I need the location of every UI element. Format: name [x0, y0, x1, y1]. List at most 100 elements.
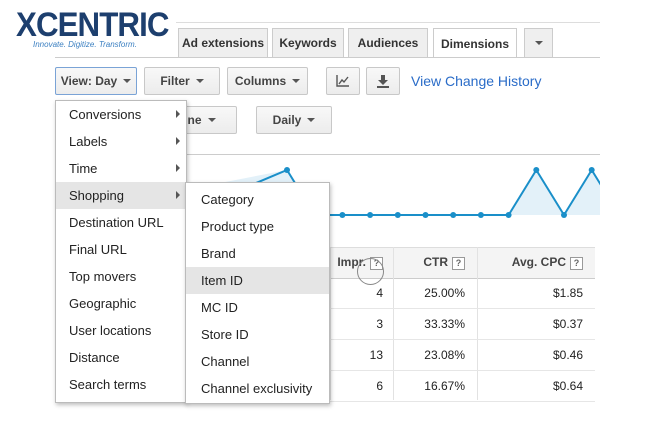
- logo-tagline: Innovate. Digitize. Transform.: [33, 40, 137, 49]
- tab[interactable]: Dimensions: [433, 28, 517, 58]
- shopping-submenu: Category Product type Brand Item ID MC ID Sto…: [185, 182, 330, 404]
- menu-item[interactable]: Final URL: [56, 236, 186, 263]
- columns-button[interactable]: Columns: [227, 67, 308, 95]
- menu-item[interactable]: Destination URL: [56, 209, 186, 236]
- column-divider: [330, 247, 331, 400]
- help-icon[interactable]: ?: [452, 257, 465, 270]
- table-cell: 25.00%: [424, 286, 465, 300]
- submenu-arrow: [176, 110, 180, 118]
- point: [533, 167, 540, 173]
- label: Daily: [272, 113, 302, 127]
- menu-item[interactable]: Search terms: [56, 371, 186, 398]
- view-button[interactable]: View: Day: [55, 67, 137, 95]
- menu-label: Search terms: [69, 377, 147, 392]
- table-cell: 23.08%: [424, 348, 465, 362]
- submenu-arrow: [176, 164, 180, 172]
- menu-item[interactable]: Geographic: [56, 290, 186, 317]
- interval-button[interactable]: Daily: [256, 106, 332, 134]
- column-header[interactable]: CTR?: [393, 255, 465, 270]
- chart-icon: [336, 75, 349, 87]
- menu-label: User locations: [69, 323, 152, 338]
- menu-label: Geographic: [69, 296, 137, 311]
- download-button[interactable]: [366, 67, 400, 95]
- column-divider: [393, 247, 394, 400]
- table-cell: 3: [376, 317, 383, 331]
- table-cell: $0.46: [552, 348, 583, 362]
- point: [284, 167, 290, 173]
- table-cell: 6: [376, 379, 383, 393]
- menu-item[interactable]: Distance: [56, 344, 186, 371]
- table-cell: 16.67%: [424, 379, 465, 393]
- point: [394, 212, 401, 218]
- menu-label: Conversions: [69, 107, 142, 122]
- menu-label: Time: [69, 161, 98, 176]
- download-icon: [377, 74, 389, 88]
- point: [505, 212, 512, 218]
- column-divider: [477, 247, 478, 400]
- table-cell: $0.37: [552, 317, 583, 331]
- table-cell: 4: [376, 286, 383, 300]
- submenu-label: Product type: [201, 219, 274, 234]
- menu-item[interactable]: Conversions: [56, 101, 186, 128]
- tab[interactable]: Ad extensions: [178, 28, 268, 57]
- point: [450, 212, 457, 218]
- menu-item[interactable]: Labels: [56, 128, 186, 155]
- submenu-label: Channel exclusivity: [201, 381, 313, 396]
- menu-item[interactable]: Shopping: [56, 182, 186, 209]
- submenu-label: Channel: [201, 354, 250, 369]
- logo: XCENTRIC Innovate. Digitize. Transform.: [0, 0, 176, 55]
- menu-label: Labels: [69, 134, 108, 149]
- change-history-link[interactable]: View Change History: [411, 73, 542, 89]
- header-label: CTR: [423, 255, 448, 269]
- point: [367, 212, 374, 218]
- help-icon[interactable]: ?: [570, 257, 583, 270]
- point: [588, 167, 595, 173]
- menu-item[interactable]: Time: [56, 155, 186, 182]
- tab[interactable]: Keywords: [272, 28, 344, 57]
- menu-item[interactable]: Top movers: [56, 263, 186, 290]
- table-cell: 33.33%: [424, 317, 465, 331]
- table-cell: $0.64: [552, 379, 583, 393]
- column-header[interactable]: Avg. CPC?: [477, 255, 583, 270]
- submenu-item[interactable]: Item ID: [186, 267, 329, 294]
- submenu-label: MC ID: [201, 300, 238, 315]
- divider: [55, 22, 600, 23]
- submenu-item[interactable]: Channel: [186, 348, 329, 375]
- divider: [55, 154, 600, 155]
- tab[interactable]: Audiences: [348, 28, 428, 57]
- label: Columns: [234, 74, 287, 88]
- submenu-item[interactable]: Store ID: [186, 321, 329, 348]
- submenu-item[interactable]: Product type: [186, 213, 329, 240]
- dimension-menu: Conversions Labels Time Shopping Destination…: [55, 100, 187, 403]
- submenu-label: Store ID: [201, 327, 249, 342]
- point: [616, 212, 622, 218]
- table-cell: 13: [369, 348, 383, 362]
- label: Filter: [160, 74, 190, 88]
- label: View: Day: [60, 74, 118, 88]
- submenu-item[interactable]: MC ID: [186, 294, 329, 321]
- table-cell: $1.85: [552, 286, 583, 300]
- submenu-label: Category: [201, 192, 254, 207]
- cursor: [357, 258, 384, 285]
- header-label: Avg. CPC: [511, 255, 566, 269]
- tab-baseline: [55, 57, 600, 58]
- more-tabs[interactable]: [524, 28, 553, 57]
- submenu-label: Item ID: [201, 273, 243, 288]
- menu-label: Top movers: [69, 269, 137, 284]
- menu-label: Final URL: [69, 242, 127, 257]
- submenu-arrow: [176, 191, 180, 199]
- menu-label: Distance: [69, 350, 120, 365]
- point: [477, 212, 484, 218]
- submenu-item[interactable]: Brand: [186, 240, 329, 267]
- menu-label: Shopping: [69, 188, 124, 203]
- submenu-item[interactable]: Channel exclusivity: [186, 375, 329, 402]
- submenu-arrow: [176, 137, 180, 145]
- filter-button[interactable]: Filter: [144, 67, 220, 95]
- menu-item[interactable]: User locations: [56, 317, 186, 344]
- chart-button[interactable]: [326, 67, 360, 95]
- menu-label: Destination URL: [69, 215, 164, 230]
- point: [422, 212, 429, 218]
- submenu-item[interactable]: Category: [186, 186, 329, 213]
- logo-brand: XCENTRIC: [16, 6, 169, 44]
